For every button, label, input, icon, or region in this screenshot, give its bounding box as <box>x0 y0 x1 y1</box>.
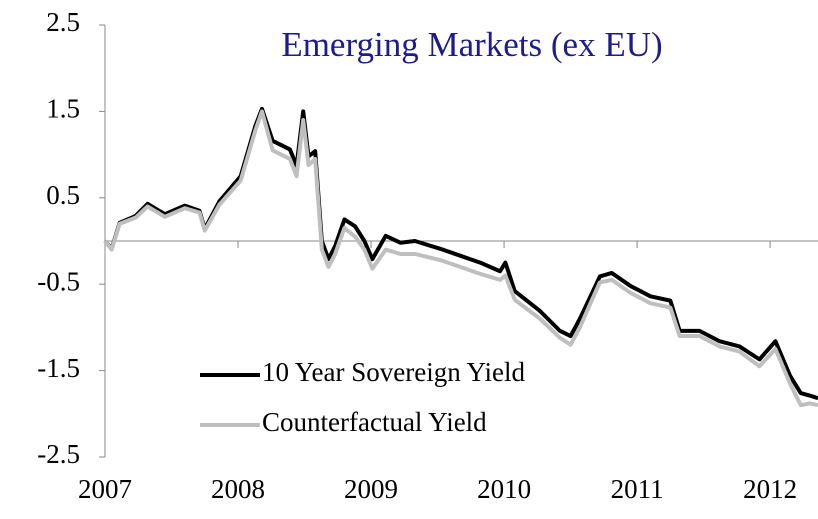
x-tick-label: 2010 <box>477 474 531 504</box>
y-tick-label: 1.5 <box>46 94 80 124</box>
chart-title: Emerging Markets (ex EU) <box>281 25 662 64</box>
y-tick-label: -0.5 <box>37 266 80 296</box>
x-tick-label: 2009 <box>344 474 398 504</box>
x-tick-label: 2008 <box>211 474 265 504</box>
legend-label: Counterfactual Yield <box>262 407 487 437</box>
x-tick-label: 2012 <box>743 474 797 504</box>
x-tick-label: 2007 <box>78 474 132 504</box>
y-tick-label: 0.5 <box>46 180 80 210</box>
y-tick-label: -1.5 <box>37 353 80 383</box>
y-tick-label: -2.5 <box>37 439 80 469</box>
x-tick-label: 2011 <box>611 474 664 504</box>
y-tick-label: 2.5 <box>46 7 80 37</box>
legend-label: 10 Year Sovereign Yield <box>262 357 525 387</box>
series-line <box>103 109 818 408</box>
series-line <box>103 106 818 401</box>
